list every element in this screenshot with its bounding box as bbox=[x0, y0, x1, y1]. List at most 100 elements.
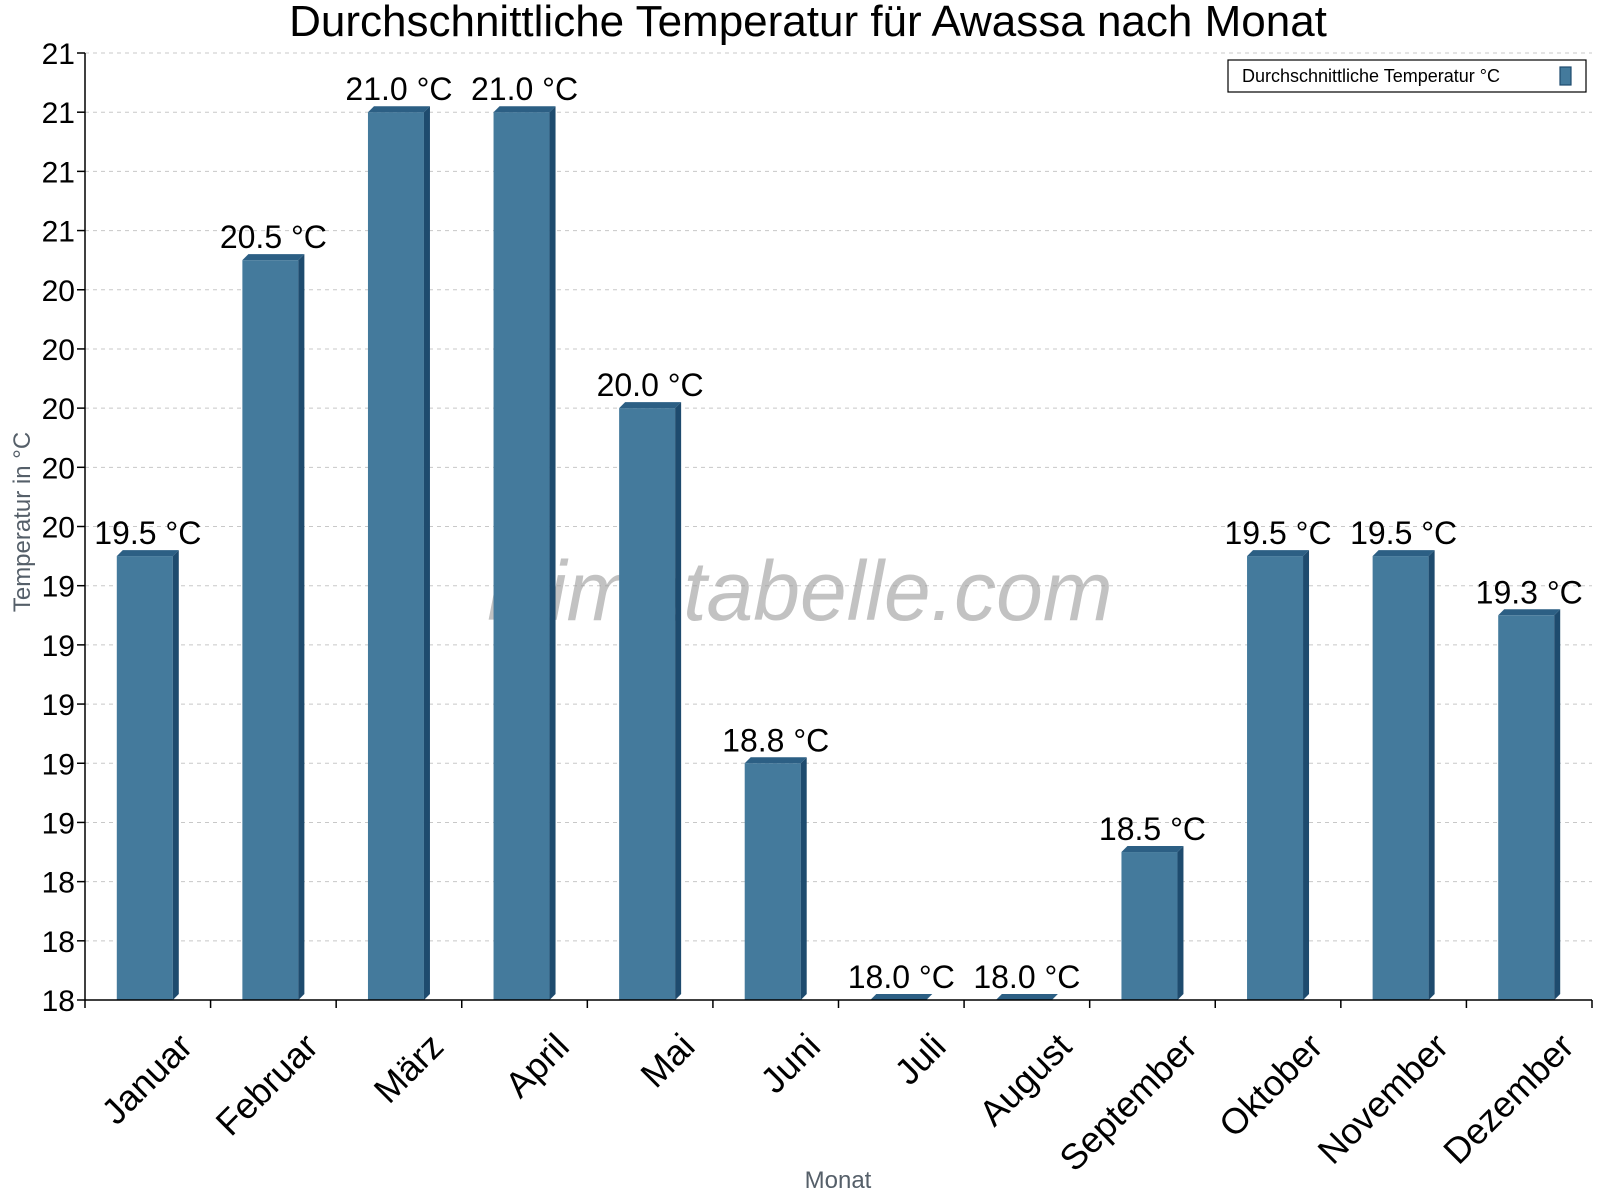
bar-top bbox=[367, 106, 430, 113]
bar-7 bbox=[870, 994, 933, 1000]
y-tick-label: 18 bbox=[42, 867, 75, 900]
data-label: 20.5 °C bbox=[220, 219, 327, 255]
bar-top bbox=[619, 402, 682, 409]
grid-lines bbox=[85, 52, 1592, 942]
y-tick-label: 19 bbox=[42, 748, 75, 781]
bar-12 bbox=[1498, 609, 1561, 1000]
bar-top bbox=[493, 106, 556, 113]
legend-swatch bbox=[1559, 66, 1572, 86]
bar-side bbox=[423, 106, 430, 1000]
y-tick-label: 20 bbox=[42, 334, 75, 367]
y-tick-label: 20 bbox=[42, 452, 75, 485]
bar-front bbox=[1247, 556, 1304, 1000]
bar-5 bbox=[619, 402, 682, 1000]
bar-side bbox=[800, 757, 807, 1000]
data-label: 19.5 °C bbox=[1350, 515, 1457, 551]
bar-side bbox=[675, 402, 682, 1000]
data-labels: 19.5 °C 20.5 °C 21.0 °C 21.0 °C 20.0 °C 18.8 … bbox=[94, 71, 1582, 995]
x-tick-label: August bbox=[971, 1025, 1079, 1133]
data-label: 21.0 °C bbox=[471, 71, 578, 107]
legend: Durchschnittliche Temperatur °C bbox=[1227, 59, 1587, 93]
axes bbox=[77, 52, 1593, 1008]
y-tick-label: 20 bbox=[42, 512, 75, 545]
y-tick-label: 20 bbox=[42, 393, 75, 426]
bar-top bbox=[1372, 550, 1435, 557]
x-tick-label: Juli bbox=[886, 1025, 953, 1092]
y-tick-labels: 18 18 18 19 19 19 19 19 20 20 20 20 20 21 21 21 21 bbox=[42, 38, 75, 1018]
data-label: 21.0 °C bbox=[345, 71, 452, 107]
y-tick-label: 21 bbox=[42, 216, 75, 249]
bar-6 bbox=[744, 757, 807, 1000]
bar-2 bbox=[242, 254, 305, 1000]
x-tick-label: November bbox=[1310, 1025, 1456, 1171]
bar-side bbox=[1428, 550, 1435, 1000]
x-axis-label: Monat bbox=[805, 1167, 872, 1194]
x-tick-label: Mai bbox=[632, 1025, 702, 1095]
y-tick-label: 20 bbox=[42, 275, 75, 308]
x-tick-label: Januar bbox=[93, 1025, 200, 1132]
y-tick-label: 18 bbox=[42, 926, 75, 959]
bar-11 bbox=[1372, 550, 1435, 1000]
data-label: 18.0 °C bbox=[848, 959, 955, 995]
bar-front bbox=[744, 763, 801, 1000]
bar-9 bbox=[1121, 846, 1184, 1000]
y-tick-label: 21 bbox=[42, 156, 75, 189]
bar-side bbox=[172, 550, 179, 1000]
watermark: klimatabelle.com bbox=[487, 544, 1113, 638]
x-tick-label: April bbox=[497, 1025, 577, 1105]
legend-box bbox=[1227, 59, 1587, 93]
bar-front bbox=[116, 556, 173, 1000]
data-label: 20.0 °C bbox=[597, 367, 704, 403]
bar-10 bbox=[1247, 550, 1310, 1000]
x-tick-label: Dezember bbox=[1435, 1025, 1581, 1171]
x-tick-labels: Januar Februar März April Mai Juni Juli AugustS… bbox=[93, 1025, 1581, 1179]
bar-front bbox=[242, 260, 299, 1000]
legend-entry-label: Durchschnittliche Temperatur °C bbox=[1242, 66, 1500, 86]
bar-front bbox=[367, 112, 424, 1000]
x-tick-label: Juni bbox=[752, 1025, 828, 1101]
bar-side bbox=[298, 254, 305, 1000]
x-tick-label: September bbox=[1051, 1025, 1205, 1179]
data-label: 19.5 °C bbox=[94, 515, 201, 551]
y-tick-label: 21 bbox=[42, 38, 75, 71]
bar-front bbox=[1372, 556, 1429, 1000]
x-tick-label: März bbox=[366, 1025, 452, 1111]
y-axis-label: Temperatur in °C bbox=[9, 432, 36, 612]
bar-1 bbox=[116, 550, 179, 1000]
y-tick-label: 19 bbox=[42, 689, 75, 722]
data-label: 18.0 °C bbox=[973, 959, 1080, 995]
bar-side bbox=[549, 106, 556, 1000]
x-tick-label: Februar bbox=[208, 1025, 326, 1143]
bar-top bbox=[1247, 550, 1310, 557]
bar-top bbox=[870, 994, 933, 1000]
bar-front bbox=[493, 112, 550, 1000]
bar-top bbox=[995, 994, 1058, 1000]
data-label: 18.5 °C bbox=[1099, 811, 1206, 847]
bar-front bbox=[1121, 852, 1178, 1000]
bar-top bbox=[1121, 846, 1184, 853]
bar-front bbox=[1498, 615, 1555, 1000]
bar-front bbox=[619, 408, 676, 1000]
bar-side bbox=[1177, 846, 1184, 1000]
bar-top bbox=[242, 254, 305, 261]
bar-4 bbox=[493, 106, 556, 1000]
y-tick-label: 19 bbox=[42, 571, 75, 604]
y-tick-label: 19 bbox=[42, 630, 75, 663]
data-label: 18.8 °C bbox=[722, 722, 829, 758]
data-label: 19.3 °C bbox=[1476, 574, 1583, 610]
bar-side bbox=[1303, 550, 1310, 1000]
bar-top bbox=[1498, 609, 1561, 616]
y-tick-label: 21 bbox=[42, 97, 75, 130]
y-tick-label: 18 bbox=[42, 985, 75, 1018]
chart-title: Durchschnittliche Temperatur für Awassa … bbox=[289, 0, 1327, 46]
x-tick-label: Oktober bbox=[1211, 1025, 1331, 1145]
data-label: 19.5 °C bbox=[1225, 515, 1332, 551]
bars bbox=[116, 106, 1561, 1000]
bar-top bbox=[744, 757, 807, 764]
bar-top bbox=[116, 550, 179, 557]
bar-side bbox=[1554, 609, 1561, 1000]
bar-8 bbox=[995, 994, 1058, 1000]
y-tick-label: 19 bbox=[42, 807, 75, 840]
bar-3 bbox=[367, 106, 430, 1000]
